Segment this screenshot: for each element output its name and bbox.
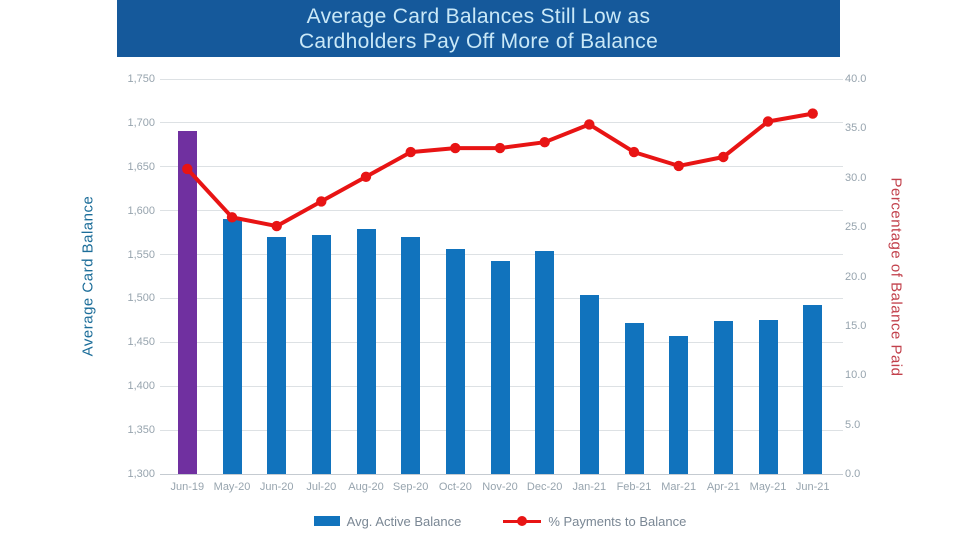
line-data-point — [539, 137, 550, 148]
line-data-point — [405, 146, 416, 158]
left-axis-tick-label: 1,700 — [127, 116, 155, 129]
x-axis-label: Feb-21 — [616, 481, 652, 493]
x-axis-label: Mar-21 — [661, 481, 697, 493]
bar — [579, 294, 599, 474]
line-data-point — [360, 171, 372, 182]
x-axis-label: May-20 — [213, 481, 251, 493]
bar-highlighted — [177, 130, 197, 474]
x-axis-label: Sep-20 — [392, 481, 429, 493]
right-axis-tick-label: 0.0 — [845, 468, 861, 480]
x-axis-label: Jan-21 — [572, 481, 607, 493]
line-data-point — [316, 196, 327, 207]
x-axis-label: Jun-20 — [259, 481, 294, 493]
right-axis-tick-label: 25.0 — [845, 221, 867, 234]
line-series-swatch-icon — [503, 516, 542, 526]
right-axis-tick-label: 40.0 — [845, 73, 867, 85]
bar — [758, 320, 778, 474]
right-axis-tick-label: 10.0 — [845, 369, 867, 382]
x-axis-label: Apr-21 — [706, 481, 740, 493]
bar — [356, 229, 376, 474]
bar — [803, 305, 823, 474]
line-data-point — [271, 220, 282, 232]
left-axis-tick-label: 1,350 — [127, 424, 155, 437]
gridline — [160, 122, 843, 124]
legend-item-line-series: % Payments to Balance — [503, 514, 686, 529]
line-data-point — [628, 146, 640, 158]
gridline — [160, 166, 843, 168]
bar — [624, 323, 644, 474]
gridline — [160, 210, 843, 212]
x-axis-label: Aug-20 — [348, 481, 384, 493]
bar — [222, 218, 242, 474]
left-axis-title: Average Card Balance — [79, 195, 97, 357]
chart-title-line2: Cardholders Pay Off More of Balance — [298, 29, 659, 53]
bar — [669, 336, 689, 474]
bar — [401, 237, 421, 474]
x-axis-label: May-21 — [749, 481, 787, 493]
right-axis-tick-label: 35.0 — [845, 122, 867, 135]
legend-item-bar-series: Avg. Active Balance — [313, 513, 462, 529]
line-data-point — [450, 142, 461, 154]
x-axis-label: Dec-20 — [526, 481, 563, 493]
right-axis-tick-label: 20.0 — [845, 270, 867, 283]
x-axis-label: Jun-21 — [795, 481, 830, 493]
x-axis-line — [160, 473, 843, 475]
x-axis-label: Nov-20 — [482, 481, 518, 493]
gridline — [160, 254, 843, 256]
legend-label-line-series: % Payments to Balance — [548, 513, 687, 529]
line-data-point — [584, 119, 595, 130]
bar — [490, 260, 510, 474]
x-axis-label: Jun-19 — [170, 481, 205, 493]
line-data-point — [718, 151, 729, 163]
chart-header: Average Card Balances Still Low as Cardh… — [117, 0, 840, 57]
legend-label-bar-series: Avg. Active Balance — [346, 513, 462, 529]
x-axis-label: Jul-20 — [306, 481, 337, 493]
left-axis-tick-label: 1,750 — [127, 73, 155, 85]
right-axis-tick-label: 15.0 — [845, 319, 867, 332]
bar — [535, 251, 555, 474]
bar-series-swatch-icon — [313, 516, 340, 526]
right-axis-tick-label: 5.0 — [845, 418, 861, 431]
x-axis-label: Oct-20 — [438, 481, 472, 493]
left-axis-tick-label: 1,600 — [127, 204, 155, 217]
right-axis-title: Percentage of Balance Paid — [887, 177, 905, 377]
right-axis-tick-label: 30.0 — [845, 171, 867, 184]
left-axis-tick-label: 1,400 — [127, 380, 155, 393]
bar — [445, 249, 465, 474]
bar — [267, 237, 287, 474]
line-data-point — [494, 142, 506, 154]
left-axis-tick-label: 1,300 — [127, 468, 155, 480]
left-axis-tick-label: 1,500 — [127, 292, 155, 305]
left-axis-tick-label: 1,550 — [127, 248, 155, 261]
left-axis-tick-label: 1,650 — [127, 160, 155, 173]
gridline — [160, 78, 843, 80]
line-data-point — [807, 108, 818, 119]
chart-title-line1: Average Card Balances Still Low as — [306, 4, 651, 28]
bar — [713, 321, 733, 474]
legend: Avg. Active Balance % Payments to Balanc… — [165, 510, 835, 532]
left-axis-tick-label: 1,450 — [127, 336, 155, 349]
bar — [311, 235, 331, 474]
